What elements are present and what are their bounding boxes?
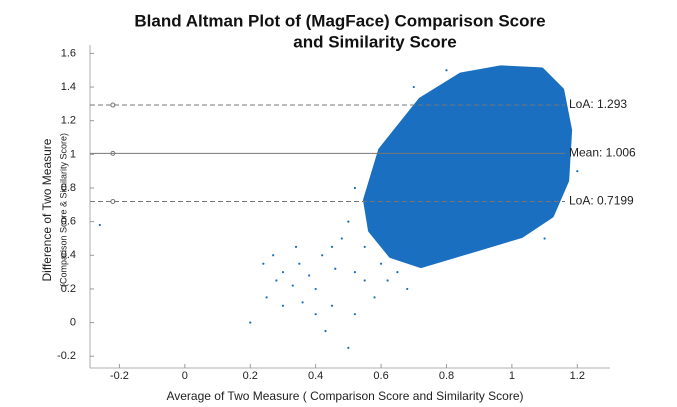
scatter-point	[272, 254, 275, 257]
scatter-point	[330, 245, 334, 248]
scatter-point	[363, 245, 366, 248]
scatter-point	[363, 279, 366, 282]
scatter-point	[98, 223, 101, 227]
x-tick-label: 0.4	[308, 370, 323, 382]
x-tick-label: -0.2	[110, 370, 129, 382]
x-tick-label: 0	[182, 370, 188, 382]
chart-title: Bland Altman Plot of (MagFace) Compariso…	[134, 11, 545, 30]
scatter-point	[353, 186, 357, 190]
scatter-point	[353, 271, 357, 274]
scatter-point	[301, 301, 304, 304]
scatter-point	[281, 304, 285, 307]
reference-label: LoA: 1.293	[569, 97, 627, 111]
x-tick-label: 0.8	[439, 370, 454, 382]
scatter-point	[340, 237, 343, 240]
reference-marker	[110, 150, 116, 156]
scatter-point	[412, 85, 415, 89]
y-tick-label: 0.6	[61, 216, 76, 228]
scatter-point	[281, 271, 285, 274]
scatter-point	[294, 245, 298, 248]
scatter-point	[379, 237, 383, 240]
scatter-point	[373, 296, 376, 299]
x-axis-label: Average of Two Measure ( Comparison Scor…	[166, 389, 523, 403]
scatter-point	[576, 170, 579, 173]
scatter-point	[379, 262, 383, 265]
x-tick-label: 1.2	[570, 370, 585, 382]
reference-marker	[110, 198, 116, 204]
scatter-point	[334, 267, 337, 270]
scatter-point	[249, 321, 252, 324]
scatter-point	[298, 262, 301, 265]
y-tick-label: 1	[70, 148, 76, 160]
scatter-point	[353, 313, 357, 316]
y-tick-label: 0.8	[61, 182, 76, 194]
reference-marker	[110, 102, 116, 108]
reference-label: Mean: 1.006	[569, 146, 636, 160]
y-tick-label: 1.6	[61, 47, 76, 59]
scatter-point	[275, 279, 278, 282]
chart-title: and Similarity Score	[293, 32, 456, 51]
y-tick-label: 0.4	[61, 249, 76, 261]
scatter-point	[445, 69, 448, 72]
y-tick-label: 0.2	[61, 283, 76, 295]
x-tick-label: 0.6	[373, 370, 388, 382]
scatter-point	[386, 279, 389, 282]
scatter-point	[321, 254, 324, 257]
x-tick-label: 1	[509, 370, 515, 382]
scatter-point	[265, 296, 268, 299]
y-tick-label: -0.2	[57, 350, 76, 362]
y-axis-label: Difference of Two Measure	[40, 138, 54, 281]
scatter-point	[379, 170, 383, 173]
y-axis-sublabel: (Comparison Score & Similarity Score)	[58, 133, 68, 287]
y-tick-label: 1.2	[61, 115, 76, 127]
scatter-point	[347, 220, 350, 223]
reference-label: LoA: 0.7199	[569, 194, 634, 208]
scatter-point	[543, 237, 546, 240]
scatter-point	[396, 271, 399, 274]
scatter-point	[406, 287, 409, 291]
scatter-point	[314, 287, 317, 291]
dense-point-cloud	[363, 65, 573, 269]
scatter-point	[324, 329, 327, 333]
scatter-point	[330, 304, 334, 307]
scatter-point	[347, 346, 350, 349]
scatter-point	[262, 262, 265, 265]
scatter-point	[291, 284, 294, 287]
scatter-point	[308, 274, 311, 277]
y-tick-label: 1.4	[61, 81, 76, 93]
scatter-point	[314, 313, 317, 316]
y-tick-label: 0	[70, 316, 76, 328]
x-tick-label: 0.2	[243, 370, 258, 382]
scatter-point	[366, 203, 370, 206]
